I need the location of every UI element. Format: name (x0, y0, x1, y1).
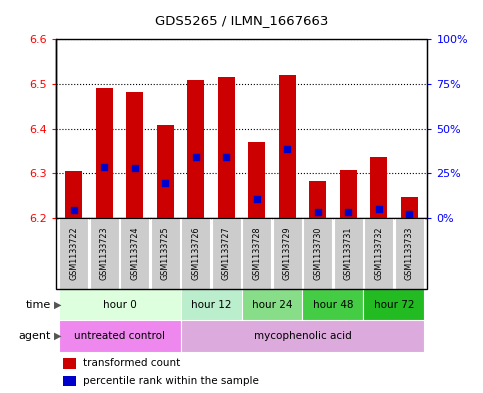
Bar (90, 218, 119, 289)
Text: GSM1133724: GSM1133724 (130, 227, 139, 280)
Text: GSM1133732: GSM1133732 (374, 227, 383, 280)
Text: GSM1133731: GSM1133731 (344, 227, 353, 280)
Bar (370, 157, 387, 218)
Point (344, 209, 352, 215)
Bar (187, 81, 204, 218)
Point (222, 154, 230, 160)
Bar (401, 196, 417, 218)
Text: hour 48: hour 48 (313, 299, 353, 310)
Bar (181, 289, 242, 320)
Text: mycophenolic acid: mycophenolic acid (254, 331, 351, 341)
Bar (96, 88, 113, 218)
Bar (395, 218, 424, 289)
Bar (242, 289, 302, 320)
Bar (242, 218, 271, 289)
Text: transformed count: transformed count (84, 358, 181, 368)
Bar (58, 289, 181, 320)
Text: GSM1133726: GSM1133726 (191, 227, 200, 280)
Bar (218, 77, 235, 218)
Text: hour 0: hour 0 (103, 299, 136, 310)
Bar (66, 171, 82, 218)
Bar (157, 125, 174, 218)
Text: hour 12: hour 12 (191, 299, 231, 310)
Bar (272, 218, 302, 289)
Text: agent: agent (18, 331, 51, 341)
Bar (63, 376, 76, 386)
Text: GSM1133728: GSM1133728 (252, 227, 261, 280)
Text: hour 24: hour 24 (252, 299, 292, 310)
Bar (309, 180, 326, 218)
Bar (181, 218, 211, 289)
Text: GSM1133722: GSM1133722 (70, 227, 78, 280)
Text: GSM1133730: GSM1133730 (313, 227, 322, 280)
Point (284, 146, 291, 152)
Text: GSM1133727: GSM1133727 (222, 227, 231, 280)
Bar (302, 289, 363, 320)
Bar (248, 142, 265, 218)
Bar (127, 92, 143, 218)
Text: time: time (26, 299, 51, 310)
Text: GDS5265 / ILMN_1667663: GDS5265 / ILMN_1667663 (155, 14, 328, 27)
Point (161, 180, 169, 186)
Bar (334, 218, 363, 289)
Bar (120, 218, 149, 289)
Text: percentile rank within the sample: percentile rank within the sample (84, 376, 259, 386)
Bar (59, 218, 88, 289)
Bar (363, 289, 425, 320)
Bar (212, 218, 241, 289)
Bar (58, 320, 181, 352)
Bar (151, 218, 180, 289)
Text: hour 72: hour 72 (374, 299, 414, 310)
Point (405, 211, 413, 217)
Point (314, 209, 322, 215)
Text: untreated control: untreated control (74, 331, 165, 341)
Text: GSM1133729: GSM1133729 (283, 227, 292, 280)
Point (192, 154, 199, 160)
Point (375, 206, 383, 212)
Text: ▶: ▶ (54, 299, 62, 310)
Point (70, 207, 78, 213)
Bar (63, 358, 76, 369)
Text: GSM1133733: GSM1133733 (405, 227, 413, 280)
Bar (303, 218, 332, 289)
Bar (279, 75, 296, 218)
Text: GSM1133723: GSM1133723 (100, 227, 109, 280)
Bar (181, 320, 425, 352)
Bar (340, 170, 356, 218)
Point (131, 164, 139, 171)
Text: GSM1133725: GSM1133725 (161, 227, 170, 280)
Point (100, 163, 108, 170)
Point (253, 196, 261, 202)
Bar (364, 218, 393, 289)
Text: ▶: ▶ (54, 331, 62, 341)
